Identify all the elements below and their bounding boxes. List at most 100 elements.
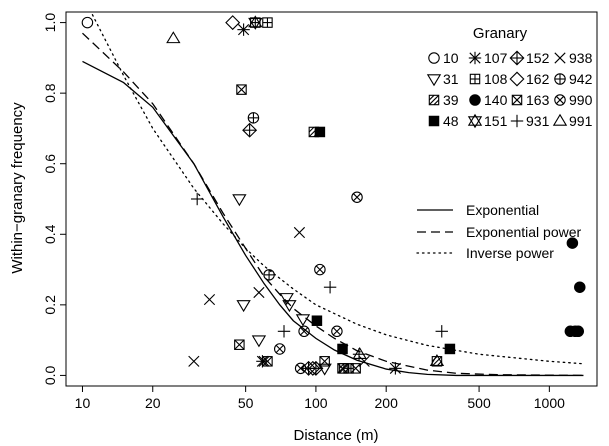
legend-label: 991	[569, 113, 593, 129]
y-tick-label: 0.6	[42, 154, 58, 174]
x-axis: 10 20 50 100 200 500 1000	[75, 386, 565, 411]
point-granary-163	[337, 363, 348, 374]
point-granary-938	[258, 355, 270, 367]
x-tick-label: 100	[304, 395, 328, 411]
point-granary-931	[277, 325, 291, 338]
legend-marker-10	[428, 52, 440, 64]
point-granary-108	[343, 363, 354, 374]
point-granary-942	[247, 112, 260, 124]
point-granary-990	[314, 263, 326, 276]
point-granary-31	[282, 300, 297, 313]
x-tick-label: 500	[467, 395, 491, 411]
legend-label: 107	[484, 50, 508, 66]
legend-marker-31	[426, 74, 442, 87]
point-granary-107	[389, 362, 402, 375]
legend-label: 163	[526, 92, 550, 108]
legend-curves: Exponential Exponential power Inverse powe…	[416, 202, 582, 261]
y-tick-label: 0.0	[42, 365, 58, 385]
y-tick-label: 0.2	[42, 295, 58, 315]
point-granary-10	[81, 16, 94, 29]
x-axis-label: Distance (m)	[293, 427, 378, 444]
point-granary-151	[248, 15, 263, 30]
point-granary-163	[319, 356, 330, 367]
legend-label: 931	[526, 113, 550, 129]
legend-label: 162	[526, 71, 550, 87]
point-granary-938	[203, 293, 216, 306]
legend-label: 48	[443, 113, 459, 129]
legend-marker-39	[428, 94, 440, 106]
legend-marker-140	[469, 94, 481, 106]
point-granary-931	[435, 325, 448, 338]
y-tick-label: 0.8	[42, 83, 58, 103]
point-granary-163	[262, 356, 273, 367]
point-granary-31	[251, 335, 267, 348]
point-granary-31	[236, 300, 251, 313]
legend-granary: Granary 10 31 39 48 107 108 140 151 152 162 163 931…	[426, 25, 593, 129]
point-granary-31	[279, 293, 294, 306]
point-granary-108	[262, 17, 273, 28]
legend-title: Granary	[473, 25, 528, 42]
legend-label: 108	[484, 71, 508, 87]
legend-marker-942	[554, 73, 566, 85]
point-granary-991	[429, 354, 445, 367]
y-axis-label: Within−granary frequency	[9, 102, 26, 274]
legend-marker-931	[510, 114, 524, 128]
point-granary-990	[294, 362, 307, 375]
plot-frame	[65, 11, 598, 387]
point-granary-938	[253, 286, 265, 299]
point-granary-931	[323, 281, 337, 294]
legend-label: 10	[443, 50, 459, 66]
legend-label: 31	[443, 71, 459, 87]
point-granary-31	[295, 314, 311, 327]
legend-marker-938	[554, 52, 566, 64]
legend-curve-label: Exponential	[466, 202, 539, 218]
point-granary-140	[574, 281, 586, 293]
point-granary-140	[572, 325, 585, 338]
point-granary-48	[444, 343, 456, 355]
point-granary-163	[236, 84, 247, 95]
point-granary-48	[311, 315, 323, 326]
legend-marker-163	[511, 94, 523, 106]
point-granary-162	[225, 15, 241, 31]
x-tick-label: 1000	[534, 395, 565, 411]
point-granary-48	[337, 343, 348, 355]
legend-label: 140	[484, 92, 508, 108]
curve-exponential-power	[82, 32, 584, 377]
legend-marker-990	[554, 94, 566, 106]
legend-marker-108	[469, 73, 481, 85]
point-granary-163	[350, 363, 361, 374]
x-tick-label: 200	[375, 395, 399, 411]
legend-marker-162	[509, 71, 525, 87]
point-granary-938	[358, 355, 370, 367]
curve-exponential	[82, 60, 584, 377]
point-granary-931	[190, 192, 204, 206]
legend-marker-107	[468, 51, 482, 65]
legend-curve-label: Exponential power	[466, 224, 582, 240]
point-granary-107	[237, 23, 250, 36]
point-granary-990	[274, 343, 286, 355]
legend-label: 151	[484, 113, 508, 129]
legend-label: 942	[569, 71, 593, 87]
legend-marker-48	[428, 115, 440, 127]
fitted-curves	[82, 12, 585, 377]
point-granary-990	[351, 191, 363, 203]
legend-label: 152	[526, 50, 550, 66]
point-granary-152	[242, 122, 258, 138]
point-granary-163	[234, 339, 245, 350]
x-tick-label: 20	[145, 395, 161, 411]
legend-label: 938	[569, 50, 593, 66]
point-granary-990	[331, 325, 343, 338]
point-granary-991	[166, 31, 181, 44]
x-tick-label: 10	[75, 395, 91, 411]
point-granary-938	[188, 355, 200, 367]
legend-marker-152	[509, 50, 525, 66]
point-granary-48	[314, 126, 326, 138]
point-granary-942	[263, 269, 275, 281]
plot-area	[65, 11, 598, 387]
legend-curve-label: Inverse power	[466, 245, 554, 261]
point-granary-31	[232, 194, 247, 207]
y-tick-label: 0.4	[42, 224, 58, 244]
legend-marker-991	[552, 113, 568, 126]
legend-label: 39	[443, 92, 459, 108]
